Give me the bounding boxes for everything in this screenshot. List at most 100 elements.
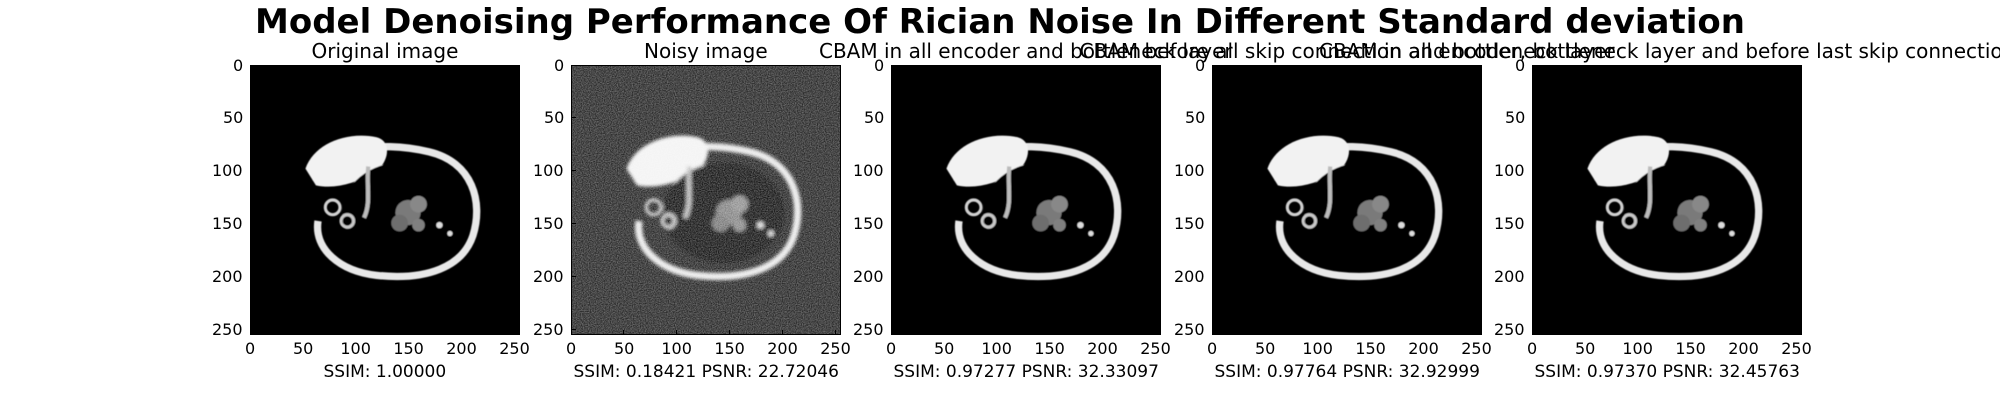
y-tick-mark xyxy=(1212,276,1217,278)
y-tick-label: 50 xyxy=(223,108,244,128)
brain-scan xyxy=(305,135,481,281)
x-tick-label: 200 xyxy=(767,339,798,358)
x-tick-label: 150 xyxy=(714,339,745,358)
x-tick-label: 250 xyxy=(1140,339,1171,358)
x-tick-label: 100 xyxy=(981,339,1012,358)
x-tick-mark xyxy=(1211,330,1213,335)
x-tick-mark xyxy=(1049,330,1051,335)
x-tick-mark xyxy=(1155,330,1157,335)
y-tick-label: 0 xyxy=(1515,55,1526,75)
y-tick-label: 250 xyxy=(1174,320,1205,340)
x-tick-label: 250 xyxy=(499,339,530,358)
x-tick-label: 50 xyxy=(613,339,635,358)
panel-title: CBAM before all skip connection and bott… xyxy=(1079,39,1615,63)
y-tick-mark xyxy=(250,64,255,66)
y-tick-mark xyxy=(1532,223,1537,225)
image-panel xyxy=(1212,65,1482,335)
x-tick-mark xyxy=(729,330,731,335)
x-tick-mark xyxy=(1423,330,1425,335)
y-tick-mark xyxy=(1212,170,1217,172)
bright-dot xyxy=(1409,230,1415,237)
image-panel xyxy=(891,65,1161,335)
orbit-structure xyxy=(1621,213,1638,229)
y-tick-label: 250 xyxy=(1494,320,1525,340)
x-tick-label: 50 xyxy=(1574,339,1596,358)
tissue-blob xyxy=(1353,214,1371,232)
x-tick-label: 200 xyxy=(446,339,477,358)
y-tick-mark xyxy=(571,117,576,119)
x-tick-mark xyxy=(1690,330,1692,335)
y-tick-mark xyxy=(891,223,896,225)
x-tick-label: 150 xyxy=(393,339,424,358)
vessel-line xyxy=(1324,166,1333,219)
y-tick-label: 100 xyxy=(533,161,564,181)
y-tick-mark xyxy=(571,276,576,278)
x-tick-mark xyxy=(1743,330,1745,335)
image-panel xyxy=(571,65,841,335)
y-tick-mark xyxy=(571,329,576,331)
y-tick-label: 100 xyxy=(1494,161,1525,181)
y-tick-mark xyxy=(250,170,255,172)
figure-title: Model Denoising Performance Of Rician No… xyxy=(255,2,1745,42)
bright-dot xyxy=(447,230,453,237)
tissue-blob xyxy=(1694,218,1707,232)
tissue-blob xyxy=(1374,218,1387,232)
y-tick-label: 250 xyxy=(533,320,564,340)
y-tick-label: 200 xyxy=(853,267,884,287)
x-tick-mark xyxy=(1102,330,1104,335)
x-tick-mark xyxy=(1317,330,1319,335)
x-tick-mark xyxy=(1796,330,1798,335)
x-tick-label: 150 xyxy=(1675,339,1706,358)
x-tick-mark xyxy=(890,330,892,335)
panel-title: Original image xyxy=(311,39,459,63)
x-tick-label: 0 xyxy=(1527,339,1538,358)
y-tick-mark xyxy=(1212,329,1217,331)
y-tick-label: 0 xyxy=(1195,55,1206,75)
y-tick-mark xyxy=(891,276,896,278)
y-tick-mark xyxy=(250,223,255,225)
y-tick-label: 200 xyxy=(1174,267,1205,287)
bright-dot xyxy=(1077,221,1084,229)
y-tick-mark xyxy=(891,64,896,66)
image-panel xyxy=(250,65,520,335)
panel-title: CBAM in all encoder and bottleneck layer xyxy=(819,39,1233,63)
x-tick-mark xyxy=(355,330,357,335)
y-tick-mark xyxy=(1532,170,1537,172)
x-tick-label: 50 xyxy=(292,339,314,358)
y-tick-mark xyxy=(891,117,896,119)
brain-scan xyxy=(1267,135,1443,281)
y-tick-label: 250 xyxy=(212,320,243,340)
x-tick-mark xyxy=(1370,330,1372,335)
y-tick-mark xyxy=(1212,117,1217,119)
y-tick-label: 200 xyxy=(533,267,564,287)
tissue-blob xyxy=(1053,218,1066,232)
x-tick-mark xyxy=(249,330,251,335)
x-tick-mark xyxy=(570,330,572,335)
scan-image xyxy=(572,66,840,334)
image-panel xyxy=(1532,65,1802,335)
y-tick-label: 150 xyxy=(212,214,243,234)
orbit-structure xyxy=(964,198,983,217)
orbit-structure xyxy=(1605,198,1624,217)
tissue-blob xyxy=(1673,214,1691,232)
x-tick-label: 200 xyxy=(1408,339,1439,358)
x-tick-mark xyxy=(1476,330,1478,335)
tissue-blob xyxy=(1372,195,1389,213)
y-tick-mark xyxy=(250,117,255,119)
y-tick-label: 150 xyxy=(1174,214,1205,234)
bright-dot xyxy=(436,221,443,229)
orbit-structure xyxy=(323,198,342,217)
y-tick-mark xyxy=(891,329,896,331)
y-tick-label: 0 xyxy=(874,55,885,75)
orbit-structure xyxy=(1285,198,1304,217)
y-tick-label: 100 xyxy=(1174,161,1205,181)
x-tick-label: 50 xyxy=(1254,339,1276,358)
y-tick-mark xyxy=(250,329,255,331)
metrics-caption: SSIM: 0.97277 PSNR: 32.33097 xyxy=(893,362,1159,382)
tissue-blob xyxy=(1692,195,1709,213)
y-tick-mark xyxy=(1532,64,1537,66)
vessel-line xyxy=(362,166,371,219)
x-tick-label: 150 xyxy=(1355,339,1386,358)
y-tick-mark xyxy=(571,170,576,172)
x-tick-mark xyxy=(1264,330,1266,335)
